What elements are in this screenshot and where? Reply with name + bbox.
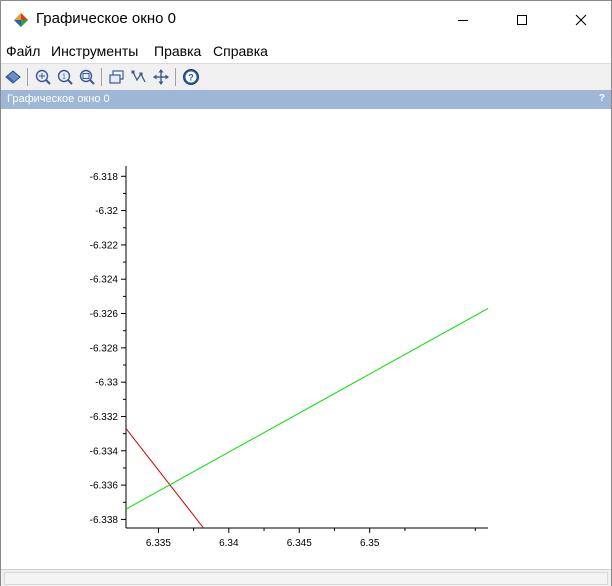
zoom-fit-button[interactable]: 1 [55,67,75,87]
y-tick-label: -6.334 [90,446,119,457]
dock-title-bar[interactable]: Графическое окно 0 ? [1,90,611,109]
zoom-out-icon [79,69,95,85]
maximize-icon [517,15,527,25]
y-tick-label: -6.322 [90,240,119,251]
y-tick-label: -6.338 [90,515,119,526]
zoom-out-button[interactable] [77,67,97,87]
pan-icon [153,69,169,85]
plot-lines [125,307,489,529]
zoom-in-button[interactable] [33,67,53,87]
y-tick-label: -6.32 [95,206,118,217]
y-tick-label: -6.33 [95,378,118,389]
y-tick-label: -6.328 [90,343,119,354]
dock-help-button[interactable]: ? [598,93,605,104]
svg-text:?: ? [188,73,194,83]
scilab-app-icon [13,12,29,28]
y-tick-label: -6.324 [90,275,119,286]
svg-text:1: 1 [62,74,66,81]
edit-curve-icon [131,70,146,83]
x-tick-label: 6.345 [287,538,312,549]
close-button[interactable] [558,1,604,39]
x-tick-label: 6.35 [360,538,380,549]
menu-help[interactable]: Справка [213,43,268,59]
y-tick-label: -6.332 [90,412,119,423]
zoom-fit-icon: 1 [57,69,73,85]
rotate-button[interactable] [3,67,23,87]
plot-canvas[interactable]: -6.318 -6.32 -6.322 -6.324 -6.326 -6.328 -6.33… [1,109,611,569]
toolbar: 1 [1,63,611,91]
edit-curve-button[interactable] [129,67,149,87]
status-bar [1,569,611,586]
plot-area: -6.318 -6.32 -6.322 -6.324 -6.326 -6.328 -6.33… [90,166,489,549]
menu-edit[interactable]: Правка [154,43,202,59]
rotate-icon [5,70,21,84]
dock-title: Графическое окно 0 [7,93,110,105]
menu-tools[interactable]: Инструменты [51,43,139,59]
axes: -6.318 -6.32 -6.322 -6.324 -6.326 -6.328 -6.33… [90,166,488,549]
pan-button[interactable] [151,67,171,87]
y-tick-label: -6.326 [90,309,119,320]
status-field [4,572,608,585]
zoom-in-icon [35,69,51,85]
menu-file[interactable]: Файл [6,43,41,59]
minimize-button[interactable] [440,1,486,39]
maximize-button[interactable] [499,1,545,39]
datatip-button[interactable] [107,67,127,87]
x-tick-label: 6.335 [146,538,171,549]
x-tick-label: 6.34 [219,538,239,549]
y-tick-label: -6.318 [90,172,119,183]
minimize-icon [458,20,468,21]
series-line-2 [125,307,489,510]
title-bar[interactable]: Графическое окно 0 [1,1,611,39]
help-button[interactable]: ? [181,67,201,87]
help-icon: ? [183,69,199,85]
datatip-icon [109,70,124,84]
series-line-1 [125,428,204,529]
close-icon [575,14,587,26]
window-title: Графическое окно 0 [36,10,176,27]
menu-bar: Файл Инструменты Правка Справка [1,39,611,63]
y-tick-label: -6.336 [90,481,119,492]
